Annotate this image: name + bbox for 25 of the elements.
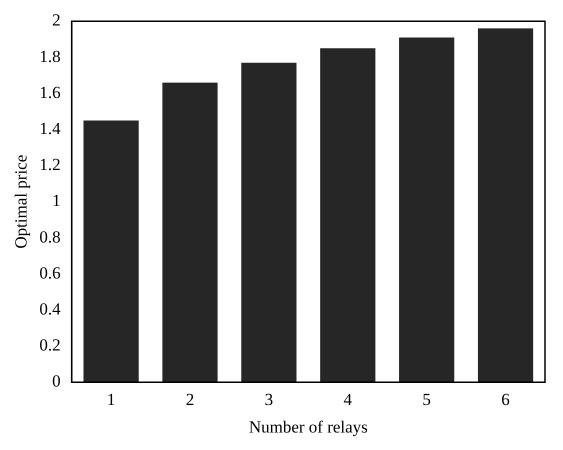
y-tick-label: 0.8 (39, 227, 61, 246)
y-axis-title: Optimal price (12, 154, 31, 249)
x-tick-label: 5 (422, 390, 431, 409)
y-tick-label: 0.4 (39, 299, 62, 318)
y-tick-label: 1 (52, 191, 61, 210)
bar (241, 62, 296, 382)
x-tick-label: 4 (344, 390, 353, 409)
y-tick-label: 1.4 (39, 118, 62, 138)
y-tick-label: 2 (52, 10, 61, 30)
bar (399, 37, 454, 382)
y-tick-label: 0.2 (39, 336, 61, 355)
x-tick-label: 6 (501, 390, 510, 409)
y-tick-label: 1.8 (39, 46, 61, 66)
x-tick-label: 1 (106, 390, 116, 409)
bar (162, 82, 218, 382)
bar (320, 48, 376, 382)
x-tick-label: 3 (264, 390, 274, 409)
bar (478, 28, 534, 382)
x-axis-title: Number of relays (248, 417, 368, 436)
y-tick-label: 1.6 (39, 82, 61, 102)
y-tick-label: 1.2 (39, 155, 61, 174)
y-tick-label: 0.6 (39, 263, 61, 282)
bar (83, 120, 139, 382)
x-tick-label: 2 (186, 390, 194, 409)
y-tick-label: 0 (52, 372, 61, 391)
